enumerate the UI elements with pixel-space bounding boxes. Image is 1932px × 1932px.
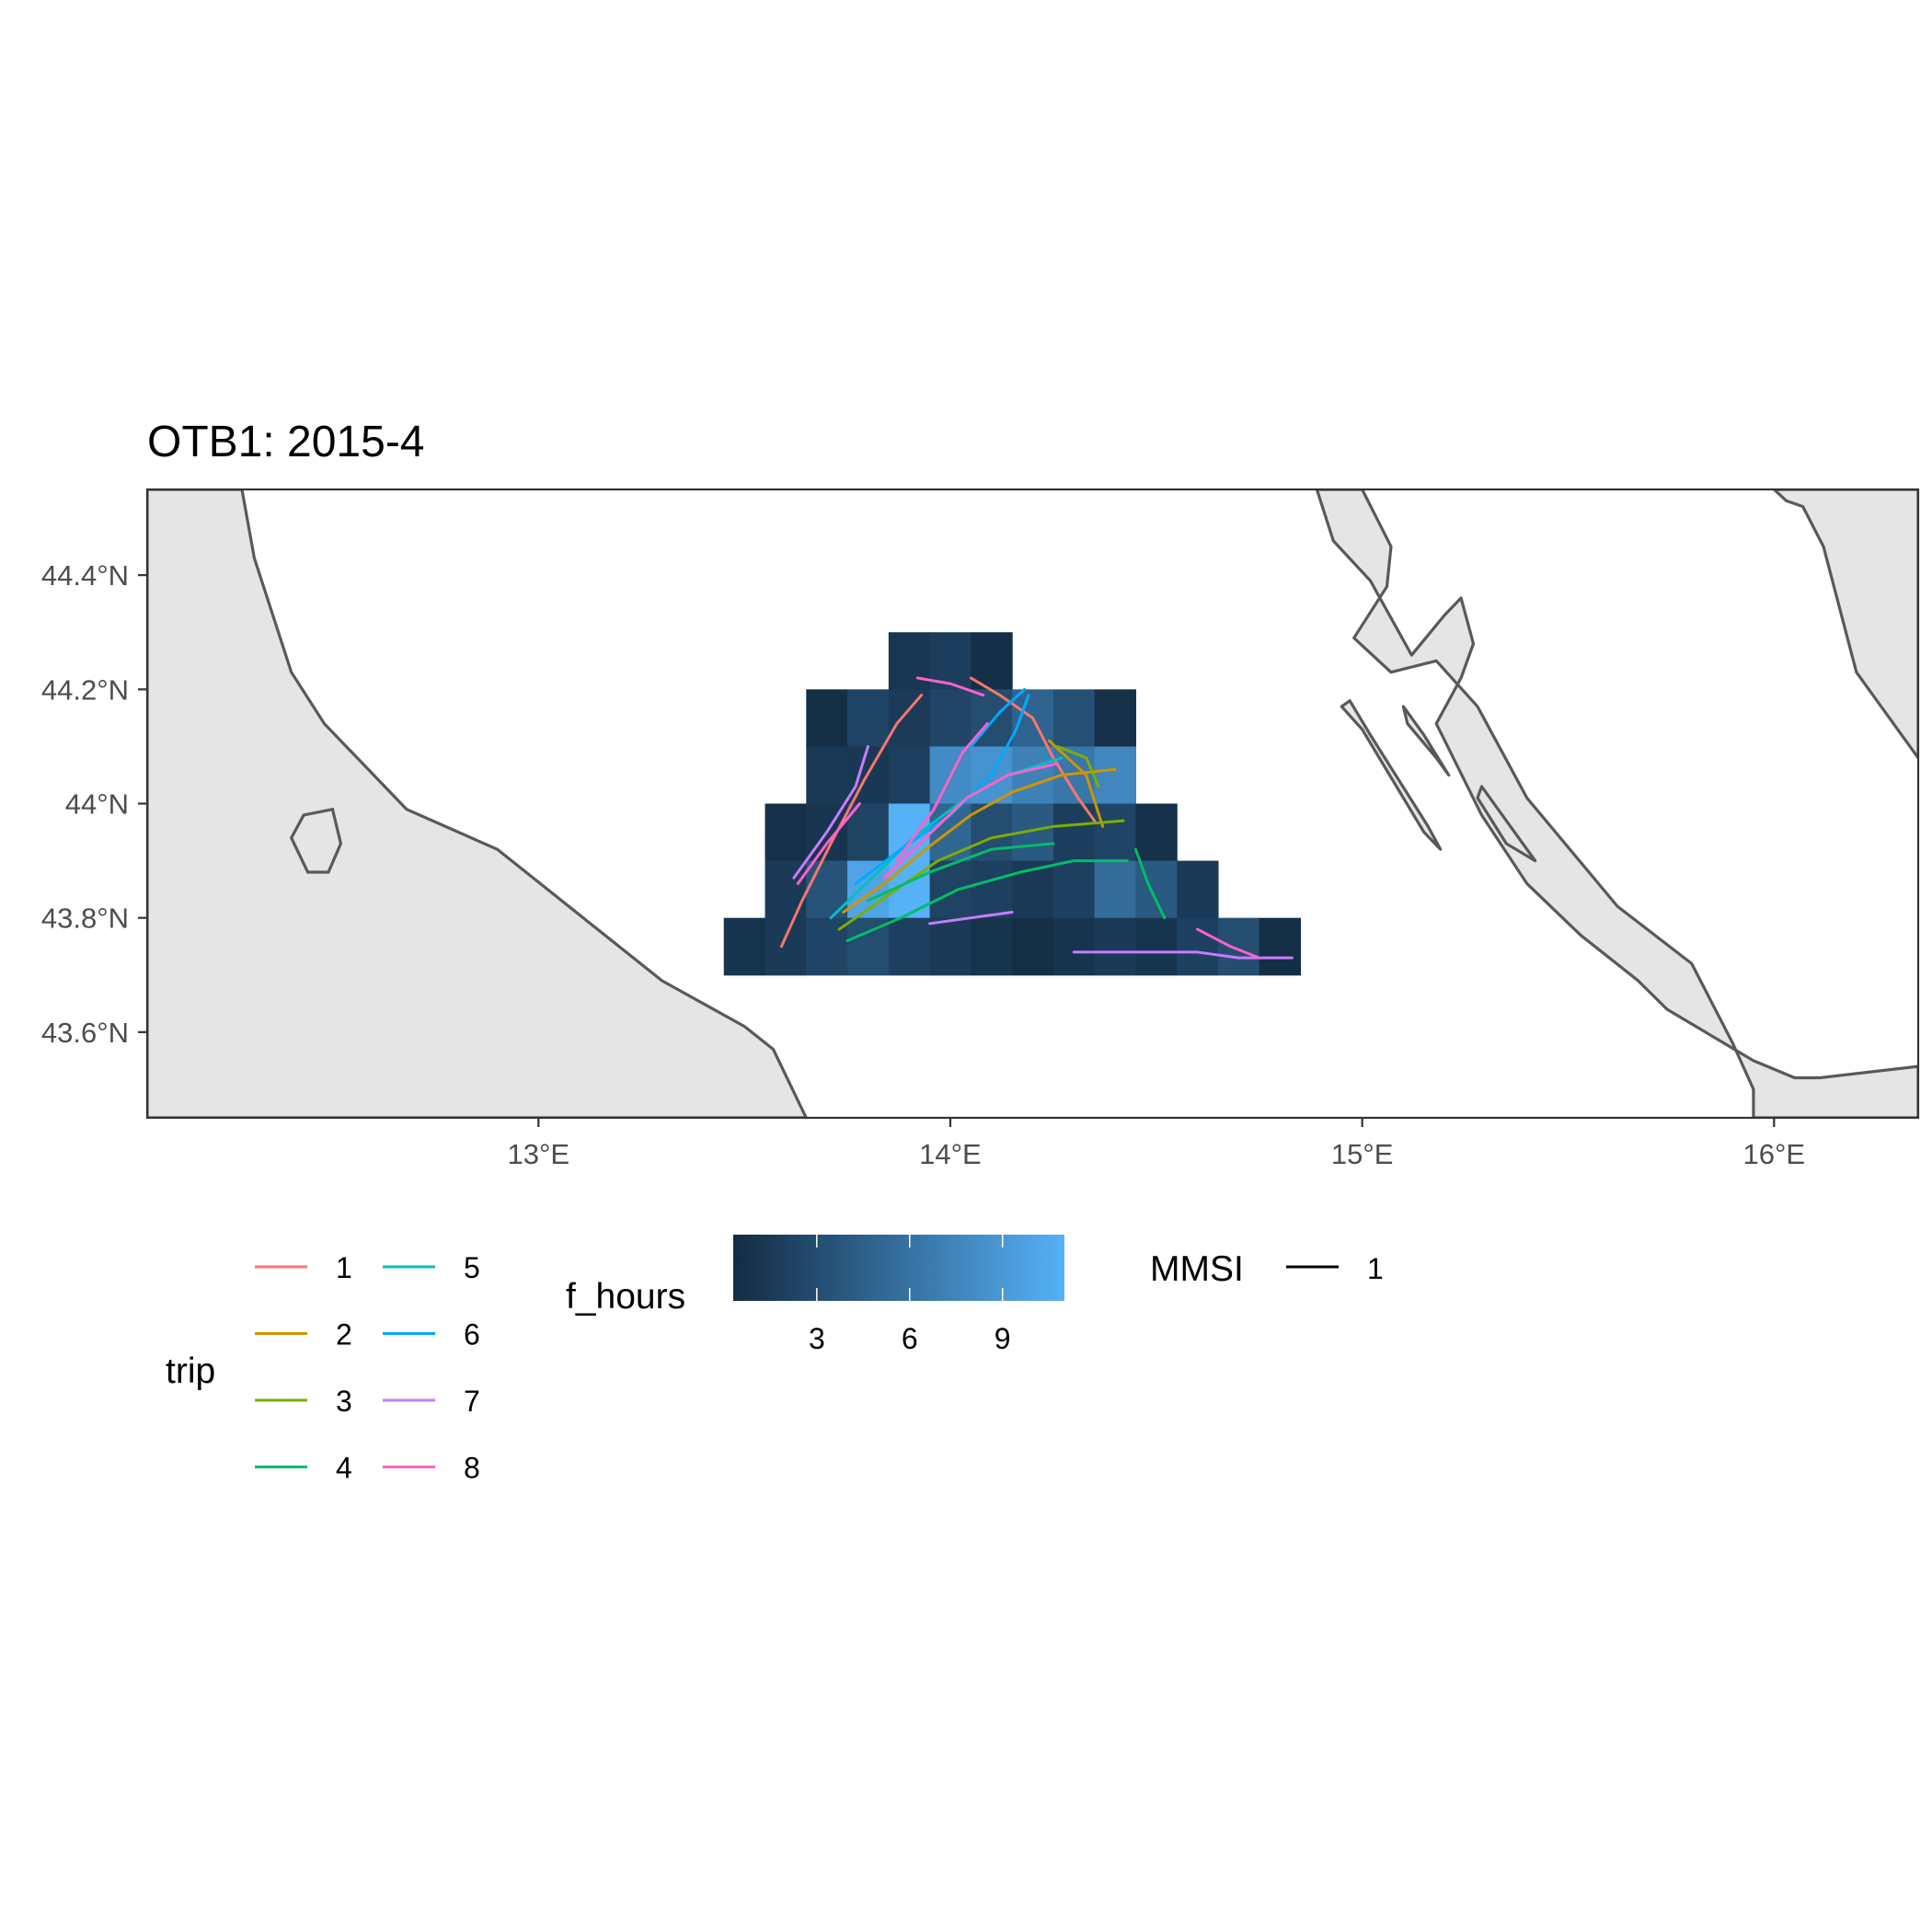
trip-legend: trip 1 2 3 4 5 6 7 8 — [166, 1251, 480, 1485]
trip-legend-label: 4 — [336, 1452, 352, 1485]
trip-legend-label: 3 — [336, 1385, 352, 1418]
effort-cell — [765, 918, 807, 976]
f-hours-colorbar — [733, 1235, 1064, 1301]
effort-cell — [1218, 918, 1259, 976]
effort-cell — [1259, 918, 1301, 976]
effort-cell — [889, 689, 930, 747]
effort-cell — [930, 689, 972, 747]
effort-cell — [1095, 804, 1136, 862]
effort-cell — [1053, 918, 1095, 976]
effort-cell — [1095, 746, 1136, 804]
trip-legend-label: 8 — [464, 1452, 480, 1485]
effort-cell — [1177, 861, 1218, 919]
effort-cell — [1053, 689, 1095, 747]
y-tick-label: 43.6°N — [41, 1017, 129, 1049]
trip-legend-label: 2 — [336, 1318, 352, 1351]
effort-cell — [1053, 861, 1095, 919]
effort-cell — [847, 689, 889, 747]
colorbar-tick-label: 3 — [809, 1322, 825, 1355]
effort-cell — [930, 918, 972, 976]
f-hours-legend: f_hours 3 6 9 — [566, 1235, 1064, 1355]
y-axis: 43.6°N 43.8°N 44°N 44.2°N 44.4°N — [41, 559, 147, 1049]
effort-cell — [1135, 918, 1177, 976]
effort-cell — [889, 632, 930, 690]
trip-legend-label: 5 — [464, 1251, 480, 1284]
x-tick-label: 15°E — [1331, 1138, 1394, 1170]
trip-legend-title: trip — [166, 1351, 215, 1391]
effort-cell — [1135, 804, 1177, 862]
x-tick-label: 13°E — [508, 1138, 570, 1170]
y-tick-label: 44°N — [65, 788, 129, 821]
trip-legend-label: 1 — [336, 1251, 352, 1284]
y-tick-label: 44.4°N — [41, 559, 129, 592]
mmsi-legend-title: MMSI — [1150, 1249, 1244, 1289]
y-tick-label: 43.8°N — [41, 903, 129, 935]
effort-cell — [765, 804, 807, 862]
colorbar-tick-label: 9 — [995, 1322, 1011, 1355]
x-tick-label: 14°E — [919, 1138, 982, 1170]
x-axis: 13°E 14°E 15°E 16°E — [508, 1118, 1806, 1170]
effort-cell — [1095, 689, 1136, 747]
effort-cell — [1012, 746, 1053, 804]
trip-legend-label: 7 — [464, 1385, 480, 1418]
effort-cell — [1177, 918, 1218, 976]
effort-cell — [1095, 861, 1136, 919]
effort-cell — [971, 861, 1012, 919]
f-hours-legend-title: f_hours — [566, 1277, 685, 1317]
mmsi-legend: MMSI 1 — [1150, 1249, 1384, 1289]
effort-cell — [1012, 918, 1053, 976]
effort-cell — [971, 918, 1012, 976]
effort-cell — [806, 689, 847, 747]
effort-cell — [724, 918, 765, 976]
colorbar-tick-label: 6 — [902, 1322, 918, 1355]
effort-cell — [889, 918, 930, 976]
x-tick-label: 16°E — [1743, 1138, 1806, 1170]
trip-legend-label: 6 — [464, 1318, 480, 1351]
y-tick-label: 44.2°N — [41, 673, 129, 706]
chart-title: OTB1: 2015-4 — [147, 418, 425, 466]
mmsi-legend-label: 1 — [1367, 1252, 1384, 1285]
effort-cell — [1095, 918, 1136, 976]
effort-cell — [806, 746, 847, 804]
effort-cell — [806, 861, 847, 919]
effort-cell — [889, 746, 930, 804]
